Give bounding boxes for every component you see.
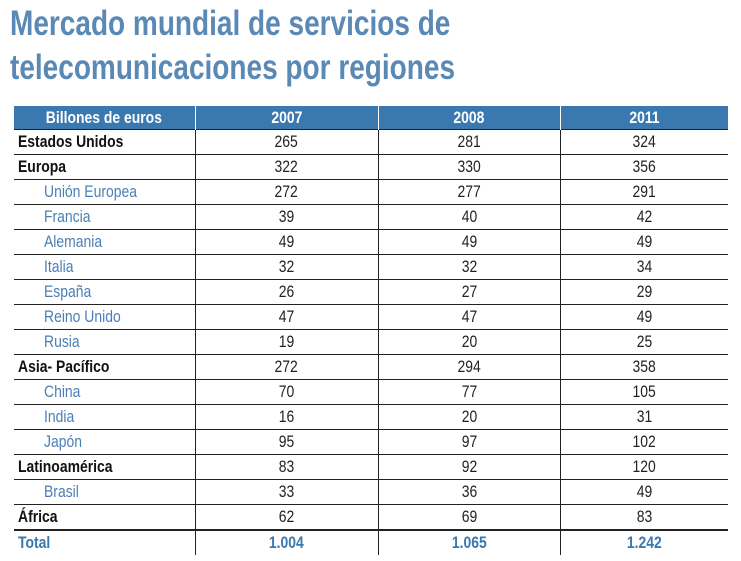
table-row: Reino Unido 47 47 49 [14, 304, 728, 330]
value-cell: 27 [377, 279, 560, 305]
value-cell: 49 [377, 229, 560, 255]
table-row: Europa 322 330 356 [14, 154, 728, 180]
value-cell: 36 [377, 479, 560, 505]
column-header-units: Billones de euros [14, 106, 195, 130]
value-cell: 83 [194, 454, 378, 480]
value-cell: 49 [559, 229, 728, 255]
table-header-row: Billones de euros 2007 2008 2011 [14, 106, 728, 130]
row-label: Alemania [14, 229, 195, 255]
page-title: Mercado mundial de servicios de telecomu… [10, 2, 455, 90]
value-cell: 47 [377, 304, 560, 330]
row-label: Total [14, 529, 195, 555]
row-label: España [14, 279, 195, 305]
value-cell: 272 [194, 354, 378, 380]
value-cell: 291 [559, 179, 728, 205]
table-row: España 26 27 29 [14, 279, 728, 305]
value-cell: 102 [559, 429, 728, 455]
value-cell: 105 [559, 379, 728, 405]
row-label: Francia [14, 204, 195, 230]
row-label: Brasil [14, 479, 195, 505]
value-cell: 19 [194, 329, 378, 355]
title-line-2: telecomunicaciones por regiones [10, 48, 456, 87]
value-cell: 358 [559, 354, 728, 380]
row-label: Asia- Pacífico [14, 354, 195, 380]
table-row: Japón 95 97 102 [14, 429, 728, 455]
value-cell: 281 [377, 129, 560, 155]
value-cell: 95 [194, 429, 378, 455]
row-label: Reino Unido [14, 304, 195, 330]
value-cell: 77 [377, 379, 560, 405]
row-label: Italia [14, 254, 195, 280]
value-cell: 277 [377, 179, 560, 205]
value-cell: 32 [377, 254, 560, 280]
table-row: Francia 39 40 42 [14, 204, 728, 230]
row-label: Europa [14, 154, 195, 180]
table-row: India 16 20 31 [14, 404, 728, 430]
table-row: Asia- Pacífico 272 294 358 [14, 354, 728, 380]
value-cell: 31 [559, 404, 728, 430]
table-row: Brasil 33 36 49 [14, 479, 728, 505]
value-cell: 92 [377, 454, 560, 480]
value-cell: 20 [377, 329, 560, 355]
value-cell: 33 [194, 479, 378, 505]
value-cell: 1.004 [194, 529, 378, 555]
value-cell: 330 [377, 154, 560, 180]
table-row: Italia 32 32 34 [14, 254, 728, 280]
value-cell: 20 [377, 404, 560, 430]
total-row: Total 1.004 1.065 1.242 [14, 529, 728, 555]
value-cell: 272 [194, 179, 378, 205]
table-row: Unión Europea 272 277 291 [14, 179, 728, 205]
value-cell: 120 [559, 454, 728, 480]
value-cell: 40 [377, 204, 560, 230]
value-cell: 42 [559, 204, 728, 230]
title-line-1: Mercado mundial de servicios de [10, 4, 451, 43]
column-header-2007: 2007 [194, 106, 378, 130]
value-cell: 97 [377, 429, 560, 455]
table-row: Alemania 49 49 49 [14, 229, 728, 255]
value-cell: 83 [559, 504, 728, 530]
value-cell: 34 [559, 254, 728, 280]
telecom-market-table: Billones de euros 2007 2008 2011 Estados… [14, 106, 728, 555]
value-cell: 26 [194, 279, 378, 305]
value-cell: 39 [194, 204, 378, 230]
value-cell: 49 [194, 229, 378, 255]
value-cell: 47 [194, 304, 378, 330]
table-row: África 62 69 83 [14, 504, 728, 530]
value-cell: 70 [194, 379, 378, 405]
value-cell: 32 [194, 254, 378, 280]
table-row: Rusia 19 20 25 [14, 329, 728, 355]
value-cell: 324 [559, 129, 728, 155]
value-cell: 49 [559, 304, 728, 330]
row-label: India [14, 404, 195, 430]
value-cell: 69 [377, 504, 560, 530]
table-row: China 70 77 105 [14, 379, 728, 405]
row-label: Latinoamérica [14, 454, 195, 480]
value-cell: 16 [194, 404, 378, 430]
row-label: Unión Europea [14, 179, 195, 205]
row-label: China [14, 379, 195, 405]
value-cell: 49 [559, 479, 728, 505]
value-cell: 265 [194, 129, 378, 155]
row-label: Rusia [14, 329, 195, 355]
row-label: Estados Unidos [14, 129, 195, 155]
value-cell: 294 [377, 354, 560, 380]
row-label: Japón [14, 429, 195, 455]
table-row: Estados Unidos 265 281 324 [14, 129, 728, 155]
value-cell: 29 [559, 279, 728, 305]
table-row: Latinoamérica 83 92 120 [14, 454, 728, 480]
row-label: África [14, 504, 195, 530]
value-cell: 1.065 [377, 529, 560, 555]
value-cell: 1.242 [559, 529, 728, 555]
value-cell: 322 [194, 154, 378, 180]
column-header-2011: 2011 [559, 106, 728, 130]
value-cell: 25 [559, 329, 728, 355]
value-cell: 62 [194, 504, 378, 530]
column-header-2008: 2008 [377, 106, 560, 130]
value-cell: 356 [559, 154, 728, 180]
